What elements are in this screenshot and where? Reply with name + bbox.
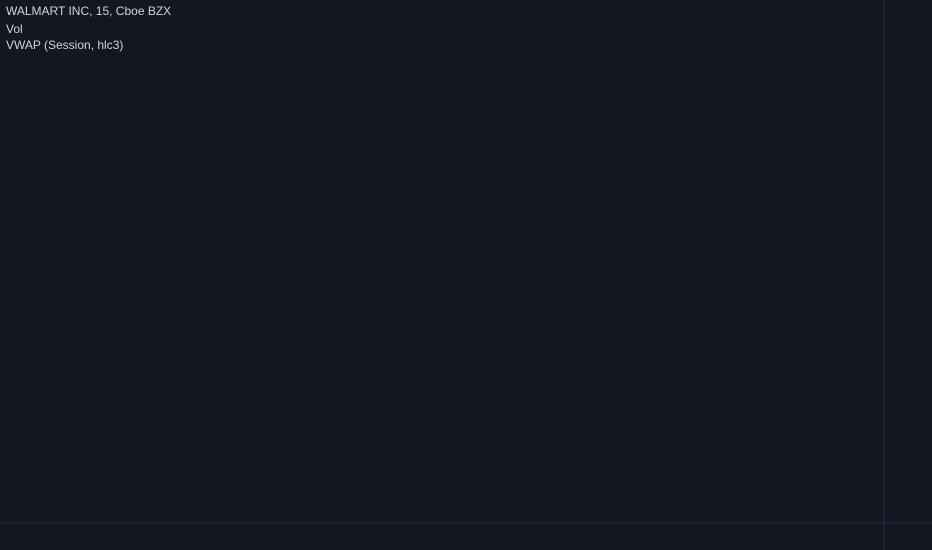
indicator-label: Vol <box>6 22 23 36</box>
chart-title: WALMART INC, 15, Cboe BZX <box>6 4 171 18</box>
indicator-label: VWAP (Session, hlc3) <box>6 38 123 52</box>
